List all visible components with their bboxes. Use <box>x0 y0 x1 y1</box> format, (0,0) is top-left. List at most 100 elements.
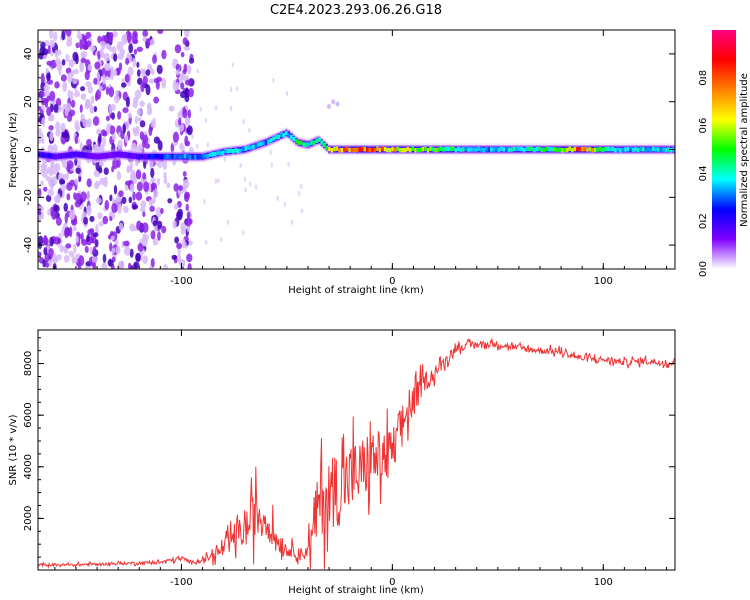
spectrogram-ridge-cell <box>72 151 76 157</box>
spectrogram-noise-cell <box>98 221 104 227</box>
spectrogram-ridge-cell <box>606 146 610 152</box>
spectrogram-ridge-cell <box>82 152 86 157</box>
spectrogram-noise-cell <box>66 39 73 47</box>
spectrogram-ridge-cell <box>328 146 331 152</box>
spectrogram-noise-cell <box>102 253 107 263</box>
spectrogram-noise-cell <box>61 30 66 41</box>
spectrogram-ridge-cell <box>479 147 483 152</box>
spectrogram-ridge-cell <box>77 152 81 157</box>
spectrogram-noise-cell <box>55 193 61 204</box>
spectrogram-noise-cell <box>76 125 81 132</box>
spectrogram-ridge-cell <box>517 146 521 152</box>
spectrogram-noise-cell <box>109 242 113 252</box>
spectrogram-ridge-cell <box>601 147 605 153</box>
spectrogram-noise-cell <box>156 220 163 229</box>
spectrogram-noise-cell <box>140 200 147 209</box>
spectrogram-ridge-cell <box>153 154 157 159</box>
spectrogram-noise-cell <box>135 169 142 180</box>
spectrogram-ridge-cell <box>239 148 243 153</box>
spectrogram-ridge-cell <box>578 147 582 152</box>
spectrogram-ridge-cell <box>522 147 526 153</box>
spectrogram-noise-cell <box>41 138 45 145</box>
spectrogram-noise-cell <box>69 226 73 238</box>
spectrogram-ridge-cell <box>510 147 513 152</box>
spectrogram-noise-cell <box>111 112 116 120</box>
spectrogram-noise-cell <box>161 49 167 60</box>
spectrogram-ridge-cell <box>54 154 58 159</box>
spectrogram-noise-cell <box>78 255 85 267</box>
spectrogram-noise-cell <box>118 190 124 198</box>
spectrogram-noise-cell <box>142 255 148 265</box>
spectrogram-noise-cell <box>73 68 79 75</box>
snr-frame <box>37 329 676 571</box>
spectrogram-ridge-cell <box>659 147 663 153</box>
spectrogram-noise-cell <box>126 165 131 174</box>
spectrogram-noise-cell <box>111 203 118 214</box>
spectrogram-ridge-cell <box>426 147 430 153</box>
spectrogram-ridge-cell <box>171 153 174 159</box>
spectrogram-ridge-cell <box>652 146 655 152</box>
spectrogram-noise-cell <box>89 246 93 256</box>
y-tick-label: 2000 <box>23 506 34 531</box>
spectrogram-noise-cell <box>242 230 245 236</box>
spectrogram-noise-cell <box>124 73 130 83</box>
spectrogram-noise-cell <box>136 46 143 52</box>
spectrogram-noise-cell <box>111 133 117 141</box>
spectrogram-ridge-cell <box>629 146 632 151</box>
spectrogram-ridge-cell <box>191 154 194 159</box>
spectrogram-noise-cell <box>46 106 52 116</box>
spectrogram-noise-cell <box>40 163 48 170</box>
spectrogram-ridge-cell <box>449 146 453 152</box>
spectrogram-noise-cell <box>46 166 53 175</box>
spectrogram-noise-cell <box>89 228 95 234</box>
spectrogram-ridge-cell <box>436 147 440 153</box>
spectrogram-ridge-cell <box>383 147 387 152</box>
y-tick-label: 40 <box>23 48 34 61</box>
spectrogram-noise-cell <box>140 81 145 93</box>
spectrogram-ridge-cell <box>376 146 379 152</box>
spectrogram-ridge-cell <box>431 147 435 152</box>
spectrogram-noise-cell <box>108 32 114 39</box>
spectrogram-ridge-cell <box>398 147 402 153</box>
spectrogram-noise-cell <box>116 41 124 52</box>
spectrogram-noise-cell <box>38 214 43 221</box>
spectrogram-noise-cell <box>285 91 289 97</box>
spectrogram-noise-cell <box>67 72 73 83</box>
chart-title: C2E4.2023.293.06.26.G18 <box>270 3 442 18</box>
spectrogram-ridge-cell <box>424 146 427 152</box>
spectrogram-noise-cell <box>217 177 220 183</box>
spectrogram-noise-cell <box>120 82 127 88</box>
spectrogram-ridge-cell <box>467 147 470 152</box>
spectrogram-noise-cell <box>335 101 340 107</box>
spectrogram-ridge-cell <box>664 147 668 153</box>
spectrogram-noise-cell <box>50 59 57 69</box>
spectrogram-noise-cell <box>150 168 155 178</box>
spectrogram-noise-cell <box>178 185 183 191</box>
spectrogram-noise-cell <box>327 103 332 109</box>
spectrogram-ridge-cell <box>87 153 91 158</box>
spectrogram-noise-cell <box>132 99 138 109</box>
spectrogram-ridge-cell <box>619 148 622 153</box>
spectrogram-noise-cell <box>148 199 155 205</box>
spectrogram-ridge-cell <box>112 153 116 158</box>
spectrogram-ridge-cell <box>649 147 653 153</box>
x-tick-label: 100 <box>594 276 613 287</box>
colorbar-tick-label: 0.8 <box>698 70 709 86</box>
spectrogram-noise-cell <box>101 261 108 269</box>
spectrogram-ridge-cell <box>586 147 589 152</box>
spectrogram-noise-cell <box>102 74 106 85</box>
spectrogram-noise-cell <box>184 30 190 38</box>
spectrogram-noise-cell <box>115 197 122 203</box>
spectrogram-ridge-cell <box>487 147 491 153</box>
spectrogram-noise-cell <box>199 106 202 112</box>
spectrogram-noise-cell <box>133 48 138 56</box>
spectrogram-ridge-cell <box>178 154 182 160</box>
spectrogram-ridge-cell <box>530 146 534 152</box>
spectrogram-ridge-cell <box>525 146 529 151</box>
spectrogram-ridge-cell <box>566 147 569 153</box>
spectrogram-noise-cell <box>166 182 171 189</box>
spectrogram-ridge-cell <box>360 146 364 152</box>
spectrogram-noise-cell <box>47 208 51 216</box>
spectrogram-noise-cell <box>128 112 132 119</box>
spectrogram-noise-cell <box>132 127 136 133</box>
